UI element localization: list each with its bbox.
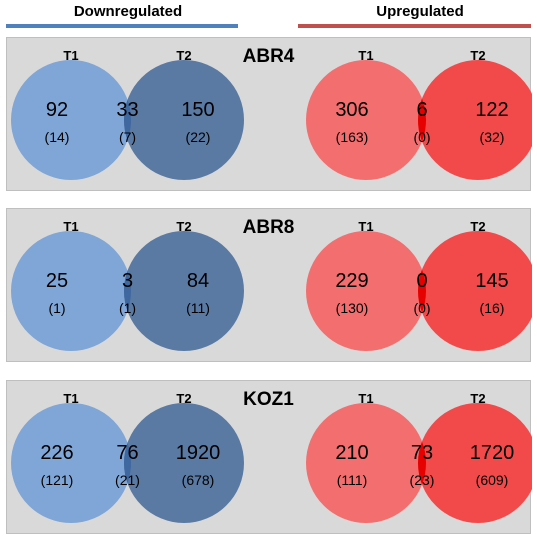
down-t2-label: T2	[176, 391, 191, 406]
up-overlap-subcount: (0)	[413, 129, 430, 145]
down-right-count: 150	[181, 99, 214, 121]
up-right-subcount: (32)	[480, 129, 505, 145]
down-overlap-subcount: (21)	[115, 472, 140, 488]
down-left-count: 92	[46, 99, 68, 121]
down-t2-circle	[124, 403, 244, 523]
down-t1-circle	[11, 231, 131, 351]
venn-svg: T1 T2 92 (14) 33 (7) 150 (22) T1 T2 306 (163) 6 (0) 12…	[11, 48, 532, 180]
upregulated-underline	[298, 24, 531, 28]
up-left-count: 210	[335, 442, 368, 464]
down-right-subcount: (11)	[186, 300, 210, 316]
condition-label: ABR8	[242, 217, 295, 238]
up-t1-label: T1	[358, 48, 373, 63]
down-t2-label: T2	[176, 48, 191, 63]
down-t2-label: T2	[176, 219, 191, 234]
down-overlap-count: 3	[122, 270, 133, 292]
up-t2-label: T2	[470, 391, 485, 406]
down-t2-circle	[124, 60, 244, 180]
up-t2-label: T2	[470, 219, 485, 234]
up-left-count: 229	[335, 270, 368, 292]
up-overlap-count: 73	[411, 442, 433, 464]
up-t1-label: T1	[358, 219, 373, 234]
condition-label: ABR4	[242, 46, 295, 67]
up-overlap-count: 0	[416, 270, 427, 292]
down-right-count: 1920	[176, 442, 221, 464]
condition-label: KOZ1	[243, 389, 294, 410]
down-right-subcount: (22)	[186, 129, 211, 145]
down-overlap-subcount: (1)	[119, 300, 136, 316]
down-left-count: 25	[46, 270, 68, 292]
up-t1-circle	[306, 231, 426, 351]
down-right-count: 84	[187, 270, 209, 292]
down-left-subcount: (121)	[41, 472, 74, 488]
up-right-count: 1720	[470, 442, 515, 464]
down-overlap-subcount: (7)	[119, 129, 136, 145]
up-t2-circle	[418, 60, 532, 180]
up-left-count: 306	[335, 99, 368, 121]
up-overlap-subcount: (0)	[413, 300, 430, 316]
upregulated-header: Upregulated	[376, 3, 464, 20]
down-left-subcount: (14)	[45, 129, 70, 145]
down-t2-circle	[124, 231, 244, 351]
up-t2-circle	[418, 403, 532, 523]
down-t1-label: T1	[63, 219, 78, 234]
up-t2-circle	[418, 231, 532, 351]
down-overlap-count: 33	[116, 99, 138, 121]
up-left-subcount: (163)	[336, 129, 369, 145]
up-left-subcount: (111)	[337, 472, 368, 488]
up-overlap-subcount: (23)	[410, 472, 435, 488]
down-overlap-count: 76	[116, 442, 138, 464]
up-overlap-count: 6	[416, 99, 427, 121]
down-t1-label: T1	[63, 48, 78, 63]
downregulated-underline	[6, 24, 238, 28]
up-right-subcount: (609)	[476, 472, 509, 488]
down-t1-label: T1	[63, 391, 78, 406]
down-t1-circle	[11, 403, 131, 523]
venn-svg: T1 T2 226 (121) 76 (21) 1920 (678) T1 T2 210 (111) 7…	[11, 391, 532, 523]
down-left-subcount: (1)	[48, 300, 65, 316]
down-right-subcount: (678)	[182, 472, 215, 488]
up-right-subcount: (16)	[480, 300, 505, 316]
up-t1-circle	[306, 403, 426, 523]
venn-panel-abr4: ABR4 T1 T2 92 (14) 33 (7) 150 (22) T1 T2 306 (163) 6 (…	[6, 37, 532, 191]
down-t1-circle	[11, 60, 131, 180]
up-t1-circle	[306, 60, 426, 180]
up-left-subcount: (130)	[336, 300, 369, 316]
up-t2-label: T2	[470, 48, 485, 63]
up-t1-label: T1	[358, 391, 373, 406]
up-right-count: 145	[475, 270, 508, 292]
venn-panel-abr8: ABR8 T1 T2 25 (1) 3 (1) 84 (11) T1 T2 229 (130) 0 (0) 1…	[6, 208, 532, 362]
up-right-count: 122	[475, 99, 508, 121]
down-left-count: 226	[40, 442, 73, 464]
downregulated-header: Downregulated	[73, 3, 183, 20]
venn-panel-koz1: KOZ1 T1 T2 226 (121) 76 (21) 1920 (678) T1 T2 210 (1…	[6, 380, 532, 534]
venn-svg: T1 T2 25 (1) 3 (1) 84 (11) T1 T2 229 (130) 0 (0) 145 (1…	[11, 219, 532, 351]
